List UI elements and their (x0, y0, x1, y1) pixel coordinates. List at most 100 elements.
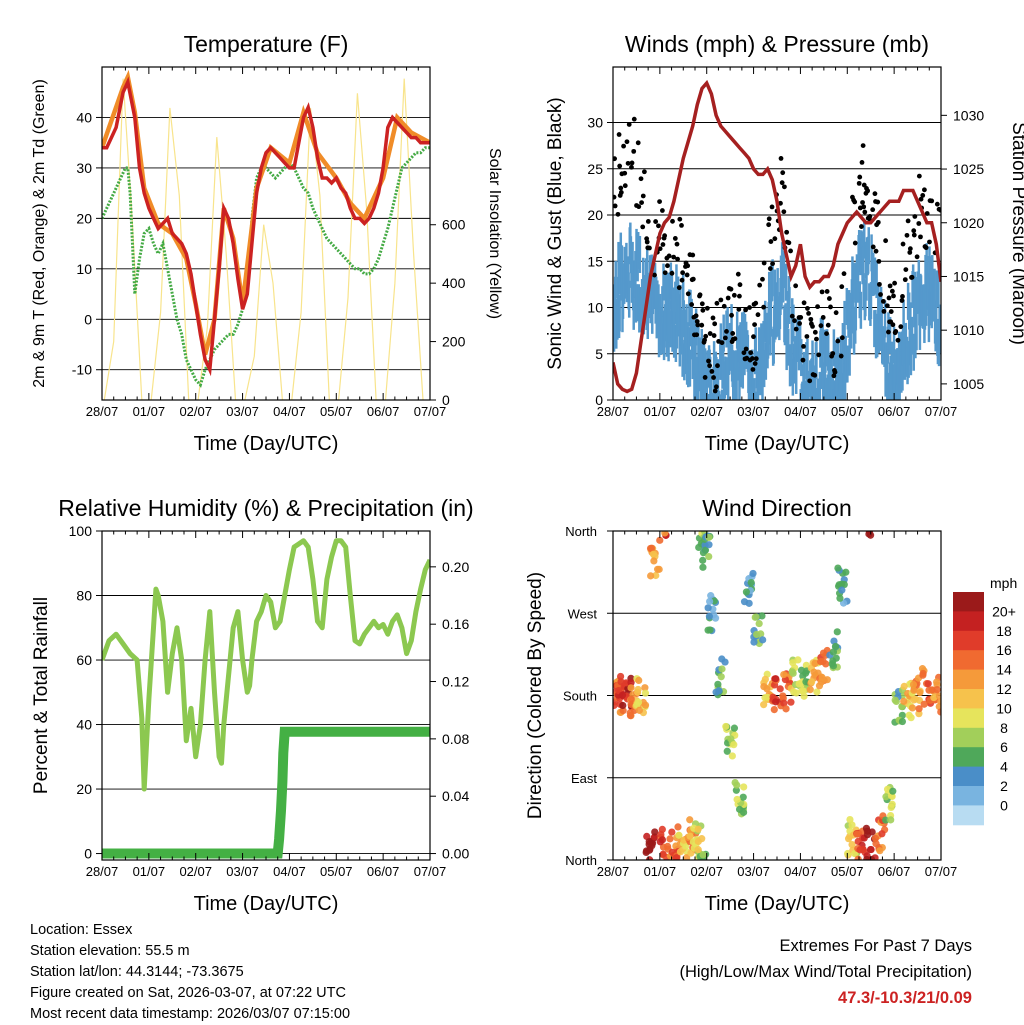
direction-point (676, 848, 685, 856)
x-tick-label: 04/07 (784, 864, 817, 879)
direction-point (919, 669, 927, 678)
direction-point (755, 619, 763, 628)
direction-point (933, 686, 941, 694)
direction-point (750, 638, 758, 646)
gust-point (767, 266, 773, 271)
direction-point (686, 832, 694, 840)
gust-point (808, 316, 814, 322)
y2-tick-label: 0.12 (442, 674, 469, 690)
direction-point (618, 691, 627, 699)
x-axis-label: Time (Day/UTC) (194, 893, 339, 915)
gust-point (761, 260, 767, 266)
gust-point (615, 211, 621, 217)
y-tick-label: 30 (587, 115, 603, 131)
gust-point (870, 244, 876, 250)
direction-point (848, 821, 856, 829)
gust-point (755, 312, 761, 318)
legend-label: 6 (1000, 739, 1008, 755)
gust-point (645, 219, 651, 224)
gust-point (887, 283, 893, 289)
gust-point (852, 199, 858, 205)
gust-point (812, 372, 818, 378)
gust-point (880, 298, 886, 304)
gust-point (916, 221, 922, 226)
gust-point (768, 239, 774, 244)
y2-tick-label: 1005 (953, 376, 984, 392)
direction-point (647, 572, 655, 580)
y-tick-label: North (565, 853, 597, 868)
gust-point (819, 289, 825, 295)
gust-point (934, 201, 940, 207)
y2-tick-label: 200 (442, 334, 466, 350)
direction-point (909, 680, 918, 689)
gust-point (792, 318, 797, 324)
gust-point (824, 289, 830, 294)
direction-point (838, 586, 846, 594)
y-axis-label: Direction (Colored By Speed) (525, 572, 546, 819)
gust-point (890, 322, 896, 328)
x-tick-label: 02/07 (179, 864, 212, 879)
y-tick-label: 0 (84, 846, 92, 862)
gust-point (737, 282, 743, 288)
gust-point (778, 200, 783, 206)
gust-point (689, 302, 695, 307)
gust-point (816, 352, 822, 358)
gust-point (872, 191, 878, 197)
direction-point (698, 835, 706, 843)
y-tick-label: 80 (76, 588, 92, 604)
y2-tick-label: 1025 (953, 161, 984, 177)
direction-point (908, 704, 917, 712)
gust-point (870, 207, 876, 213)
gust-point (624, 139, 630, 145)
gust-point (741, 350, 747, 356)
direction-point (635, 706, 643, 714)
gust-point (770, 261, 775, 267)
x-tick-label: 05/07 (320, 404, 353, 419)
legend-label: 20+ (992, 603, 1016, 619)
direction-point (656, 838, 664, 846)
gust-point (679, 277, 685, 283)
gust-point (918, 234, 923, 240)
y2-tick-label: 0.20 (442, 559, 469, 575)
direction-point (797, 666, 806, 674)
gust-point (798, 314, 804, 320)
y-tick-label: 20 (76, 781, 92, 797)
direction-point (910, 686, 918, 694)
gust-point (736, 306, 742, 312)
gust-point (859, 159, 865, 165)
direction-point (706, 597, 714, 606)
direction-point (878, 830, 886, 838)
gust-point (709, 369, 715, 374)
gust-point (825, 322, 831, 328)
gust-point (800, 357, 806, 363)
direction-point (699, 563, 707, 571)
gust-point (884, 303, 890, 309)
station-info: Location: Essex Station elevation: 55.5 … (30, 920, 350, 1025)
gust-point (665, 263, 670, 269)
direction-point (699, 851, 707, 859)
y-tick-label: South (563, 689, 597, 704)
legend-swatch (953, 630, 984, 651)
direction-point (645, 846, 654, 854)
gust-point (801, 343, 806, 349)
gust-point (831, 373, 837, 379)
direction-point (889, 787, 897, 795)
legend-swatch (953, 592, 984, 612)
direction-point (739, 808, 748, 816)
direction-point (848, 841, 856, 849)
gust-point (861, 204, 867, 210)
x-tick-label: 28/07 (86, 404, 119, 419)
gust-point (902, 277, 908, 283)
legend-label: 12 (996, 681, 1012, 697)
gust-point (857, 174, 863, 180)
direction-point (836, 594, 844, 602)
direction-point (740, 598, 749, 606)
gust-point (693, 313, 699, 319)
gust-point (629, 164, 634, 170)
y-tick-label: 0 (595, 392, 603, 408)
y-tick-label: 60 (76, 652, 92, 668)
direction-point (723, 747, 731, 755)
gust-point (760, 276, 765, 282)
direction-point (867, 855, 876, 860)
gust-point (830, 351, 836, 356)
